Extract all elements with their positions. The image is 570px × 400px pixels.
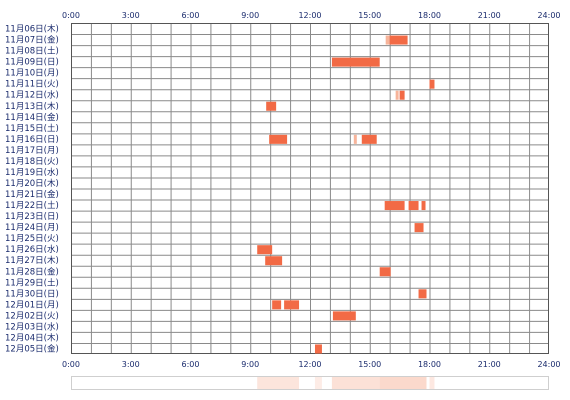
x-tick-label-top: 6:00 <box>182 11 200 20</box>
row-label: 11月08日(土) <box>5 46 59 57</box>
activity-segment <box>421 201 426 211</box>
row-label: 11月30日(日) <box>5 289 59 299</box>
x-tick-label-top: 3:00 <box>122 11 140 20</box>
summary-bar-segment <box>331 377 380 389</box>
x-tick-label-bottom: 0:00 <box>62 360 80 369</box>
row-label: 11月09日(日) <box>5 58 59 68</box>
row-label: 11月11日(火) <box>5 80 59 90</box>
activity-segment <box>384 201 405 211</box>
summary-bar-segment <box>379 377 427 389</box>
row-label: 11月25日(火) <box>5 234 59 244</box>
row-label: 11月18日(火) <box>5 157 59 167</box>
activity-segment <box>361 134 377 144</box>
activity-segment <box>265 256 283 266</box>
activity-segment <box>385 35 390 45</box>
summary-bar-segment <box>429 377 435 389</box>
row-label: 12月04日(木) <box>5 332 59 343</box>
x-tick-label-top: 15:00 <box>358 11 381 20</box>
activity-segment <box>408 201 419 211</box>
x-tick-label-top: 18:00 <box>418 11 441 20</box>
row-label: 11月27日(木) <box>5 255 59 266</box>
row-label: 11月26日(水) <box>5 244 59 255</box>
row-label: 11月15日(土) <box>5 123 59 134</box>
activity-segment <box>429 79 435 89</box>
activity-segment <box>395 90 399 100</box>
labels-layer: 0:00 0:00 3:00 3:00 6:00 6:00 9:00 9:00 12:00 12:… <box>5 11 561 369</box>
activity-segment <box>284 300 300 310</box>
row-label: 12月03日(水) <box>5 321 59 332</box>
x-tick-label-top: 24:00 <box>537 11 560 20</box>
x-tick-label-bottom: 3:00 <box>122 360 140 369</box>
row-label: 11月10日(月) <box>5 69 59 79</box>
row-label: 12月01日(月) <box>5 300 59 310</box>
activity-segment <box>399 90 405 100</box>
activity-segment <box>389 35 408 45</box>
row-label: 11月13日(木) <box>5 101 59 112</box>
x-tick-label-top: 12:00 <box>298 11 321 20</box>
activity-segment <box>266 101 277 111</box>
row-label: 11月22日(土) <box>5 200 59 211</box>
x-tick-label-bottom: 21:00 <box>478 360 501 369</box>
x-tick-label-bottom: 9:00 <box>241 360 259 369</box>
summary-bar-frame <box>71 376 549 390</box>
row-label: 11月19日(水) <box>5 167 59 178</box>
activity-segment <box>314 344 322 354</box>
row-label: 11月23日(日) <box>5 212 59 222</box>
row-label: 12月05日(金) <box>5 343 59 354</box>
grid-layer <box>71 23 549 354</box>
segments-layer <box>257 35 435 354</box>
activity-segment <box>257 245 273 255</box>
row-label: 11月20日(木) <box>5 178 59 189</box>
activity-segment <box>414 223 424 233</box>
x-tick-label-top: 0:00 <box>62 11 80 20</box>
plot-border <box>71 23 549 354</box>
row-label: 11月29日(土) <box>5 277 59 288</box>
row-label: 11月07日(金) <box>5 35 59 46</box>
activity-segment <box>353 134 357 144</box>
row-label: 11月06日(木) <box>5 24 59 35</box>
activity-segment <box>379 267 391 277</box>
row-label: 11月17日(月) <box>5 146 59 156</box>
summary-bar <box>71 376 549 390</box>
row-label: 11月14日(金) <box>5 112 59 123</box>
row-label: 11月21日(金) <box>5 189 59 200</box>
activity-segment <box>418 289 427 299</box>
row-label: 11月12日(水) <box>5 90 59 101</box>
row-label: 11月24日(月) <box>5 223 59 233</box>
activity-segment <box>272 300 282 310</box>
summary-bar-segment <box>314 377 322 389</box>
x-tick-label-bottom: 24:00 <box>537 360 560 369</box>
x-tick-label-bottom: 12:00 <box>298 360 321 369</box>
row-label: 11月28日(金) <box>5 266 59 277</box>
row-label: 11月16日(日) <box>5 135 59 145</box>
summary-bar-segment <box>257 377 300 389</box>
x-tick-label-bottom: 6:00 <box>182 360 200 369</box>
x-tick-label-top: 21:00 <box>478 11 501 20</box>
x-tick-label-top: 9:00 <box>241 11 259 20</box>
x-tick-label-bottom: 18:00 <box>418 360 441 369</box>
row-label: 12月02日(火) <box>5 311 59 321</box>
activity-segment <box>269 134 288 144</box>
x-tick-label-bottom: 15:00 <box>358 360 381 369</box>
activity-segment <box>332 311 356 321</box>
activity-segment <box>331 57 380 67</box>
